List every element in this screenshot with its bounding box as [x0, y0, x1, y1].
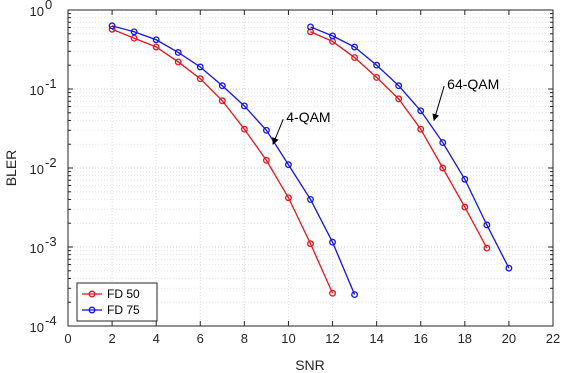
series-line-0-1 [310, 31, 488, 249]
data-point [152, 36, 160, 44]
data-point [329, 289, 336, 297]
annotations: 4-QAM 64-QAM [272, 76, 499, 145]
data-point [174, 58, 182, 66]
data-point [395, 95, 403, 103]
data-point [218, 82, 226, 90]
y-tick-label: 10 [30, 162, 44, 177]
data-point [505, 264, 513, 272]
x-tick-label: 20 [502, 331, 516, 346]
data-point [483, 221, 491, 229]
series-layer [108, 22, 513, 299]
annotation-label: 4-QAM [286, 109, 330, 125]
x-tick-label: 12 [325, 331, 339, 346]
data-point [307, 240, 314, 248]
legend: FD 50 FD 75 [76, 282, 158, 322]
data-point [351, 43, 359, 51]
data-point [483, 244, 491, 252]
data-point [218, 97, 226, 105]
data-point [461, 175, 469, 183]
legend-entry-label: FD 75 [107, 303, 140, 317]
y-tick-exponent: 0 [45, 0, 52, 12]
data-point [307, 28, 314, 36]
data-point [351, 291, 359, 299]
x-tick-label: 2 [108, 331, 115, 346]
data-point [439, 139, 447, 146]
y-tick-label: 10 [30, 320, 44, 335]
data-point [439, 164, 447, 172]
series-line-1-1 [310, 26, 510, 269]
x-tick-label: 0 [64, 331, 71, 346]
legend-swatch-marker [88, 306, 96, 314]
plot-area [68, 10, 553, 326]
data-point [307, 195, 314, 203]
data-point [240, 125, 248, 133]
y-tick-exponent: -2 [45, 155, 57, 170]
y-tick-exponent: -1 [45, 76, 57, 91]
data-point [108, 22, 116, 30]
legend-swatch-marker [88, 290, 96, 298]
annotation-arrow [432, 85, 445, 122]
data-point [307, 23, 314, 31]
data-point [373, 74, 381, 81]
data-point [417, 125, 425, 133]
x-tick-label: 18 [458, 331, 472, 346]
series-line-1-0 [111, 25, 356, 295]
y-axis-label: BLER [3, 150, 19, 187]
data-point [130, 34, 138, 42]
data-point [285, 161, 292, 169]
data-point [329, 32, 336, 40]
data-point [395, 82, 403, 90]
data-point [130, 28, 138, 36]
y-tick-label: 10 [30, 83, 44, 98]
annotation-arrow [272, 119, 284, 145]
legend-entry-label: FD 50 [107, 287, 140, 301]
data-point [285, 194, 292, 202]
data-point [417, 107, 425, 115]
x-tick-label: 14 [369, 331, 383, 346]
series-line-0-0 [111, 28, 334, 294]
data-point [461, 203, 469, 211]
data-point [329, 238, 336, 246]
x-tick-label: 16 [413, 331, 427, 346]
x-axis-label: SNR [295, 357, 325, 373]
y-tick-label: 10 [30, 4, 44, 19]
data-point [196, 63, 204, 71]
x-tick-label: 22 [546, 331, 560, 346]
legend-box [76, 282, 158, 322]
data-point [152, 43, 160, 51]
data-point [262, 126, 270, 134]
y-tick-exponent: -4 [45, 313, 57, 328]
y-tick-label: 10 [30, 241, 44, 256]
data-point [174, 49, 182, 56]
x-tick-label: 10 [281, 331, 295, 346]
y-tick-exponent: -3 [45, 234, 57, 249]
data-point [262, 156, 270, 164]
data-point [373, 61, 381, 69]
data-point [351, 54, 359, 62]
x-tick-label: 8 [241, 331, 248, 346]
x-tick-label: 4 [153, 331, 160, 346]
annotation-label: 64-QAM [447, 76, 499, 92]
data-point [196, 75, 204, 83]
x-tick-label: 6 [197, 331, 204, 346]
data-point [240, 102, 248, 110]
